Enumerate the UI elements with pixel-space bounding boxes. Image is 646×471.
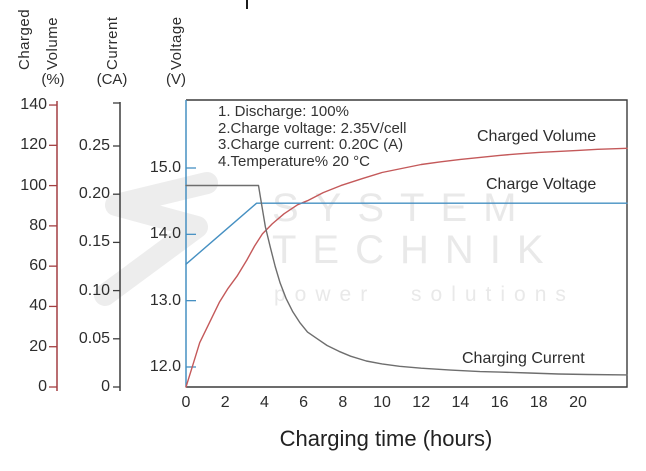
watermark-logo-icon xyxy=(94,172,218,306)
charging-current-curve xyxy=(185,184,628,376)
charged-volume-curve xyxy=(185,147,628,388)
note-line-current: 3.Charge current: 0.20C (A) xyxy=(218,136,404,153)
voltage-axis-title: Voltage xyxy=(168,16,185,70)
cropped-title-glyph xyxy=(246,0,248,9)
note-line-voltage: 2.Charge voltage: 2.35V/cell xyxy=(218,119,407,137)
plot-border xyxy=(186,99,628,388)
current-axis-unit: (CA) xyxy=(96,71,128,88)
test-conditions-note: 1. Discharge: 100% 2.Charge voltage: 2.3… xyxy=(218,103,407,170)
watermark-line-system: SYSTEM xyxy=(272,186,533,230)
charge-voltage-curve xyxy=(185,202,628,265)
volume-axis-unit: (%) xyxy=(41,71,65,88)
charging-current-curve-label: Charging Current xyxy=(462,350,585,367)
volume-axis-title-line2: Volume xyxy=(44,16,61,70)
note-line-temperature: 4.Temperature% 20 °C xyxy=(218,152,370,170)
x-axis-title: Charging time (hours) xyxy=(279,426,493,451)
charge-voltage-curve-label: Charge Voltage xyxy=(486,176,597,193)
watermark-line-power-solutions: power solutions xyxy=(274,283,575,306)
note-line-discharge: 1. Discharge: 100% xyxy=(218,103,349,120)
current-axis-title: Current xyxy=(104,16,121,70)
watermark-line-technik: TECHNIK xyxy=(272,228,560,272)
voltage-axis-unit: (V) xyxy=(166,71,186,88)
volume-axis-title-line1: Charged xyxy=(16,8,33,70)
charged-volume-curve-label: Charged Volume xyxy=(477,128,597,145)
